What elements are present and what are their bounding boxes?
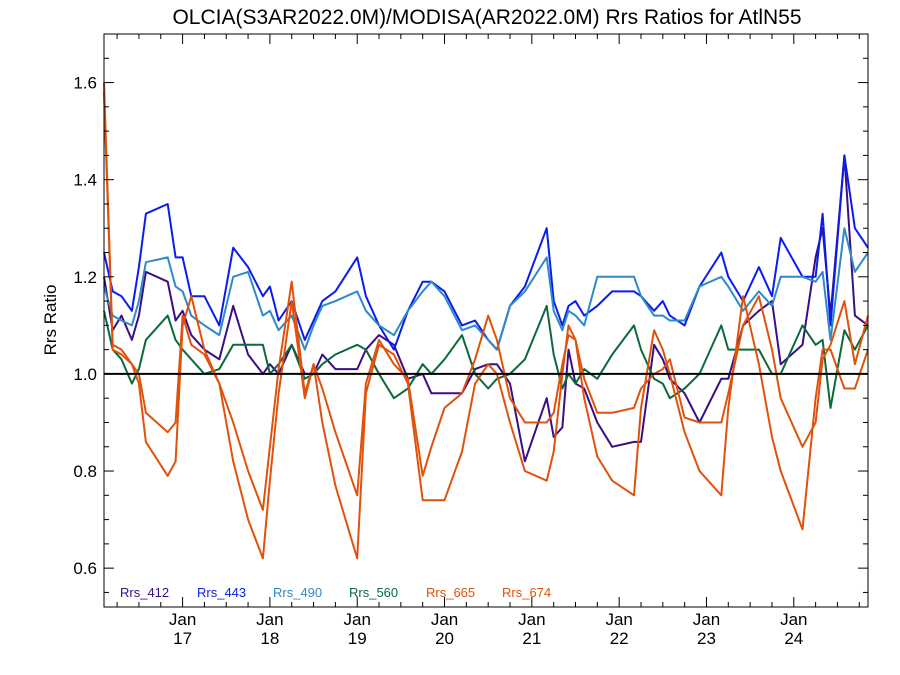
- x-tick-label: Jan 19: [344, 610, 371, 648]
- x-tick-label: Jan 20: [431, 610, 458, 648]
- x-tick-label: Jan 24: [780, 610, 807, 648]
- chart-title: OLCIA(S3AR2022.0M)/MODISA(AR2022.0M) Rrs…: [172, 6, 801, 29]
- y-tick-label: 1.0: [73, 365, 97, 384]
- y-tick-label: 0.6: [73, 559, 97, 578]
- y-tick-label: 0.8: [73, 462, 97, 481]
- y-tick-label: 1.4: [73, 171, 97, 190]
- legend-label-rrs-674: Rrs_674: [502, 585, 551, 600]
- x-tick-label: Jan 21: [518, 610, 545, 648]
- legend-label-rrs-443: Rrs_443: [197, 585, 246, 600]
- x-tick-label: Jan 22: [605, 610, 632, 648]
- legend-label-rrs-665: Rrs_665: [426, 585, 475, 600]
- series-line-rrs-490: [103, 227, 869, 351]
- axes-layer: 0.6 0.8 1.0 1.2 1.4 1.6 Jan 17 Jan 18 Jan 19 Jan 20 Ja…: [73, 34, 868, 648]
- series-line-rrs-443: [103, 154, 869, 351]
- y-tick-label: 1.2: [73, 268, 97, 287]
- legend: Rrs_412 Rrs_443 Rrs_490 Rrs_560 Rrs_665 Rrs_6…: [120, 585, 551, 600]
- x-tick-label: Jan 18: [256, 610, 283, 648]
- y-axis-label: Rrs Ratio: [41, 285, 60, 356]
- x-tick-label: Jan 23: [693, 610, 720, 648]
- y-tick-label: 1.6: [73, 74, 97, 93]
- series-layer: [103, 82, 869, 560]
- x-tick-label: Jan 17: [169, 610, 196, 648]
- series-line-rrs-665: [103, 82, 869, 511]
- legend-label-rrs-412: Rrs_412: [120, 585, 169, 600]
- legend-label-rrs-560: Rrs_560: [349, 585, 398, 600]
- plot-frame: [103, 33, 869, 608]
- legend-label-rrs-490: Rrs_490: [273, 585, 322, 600]
